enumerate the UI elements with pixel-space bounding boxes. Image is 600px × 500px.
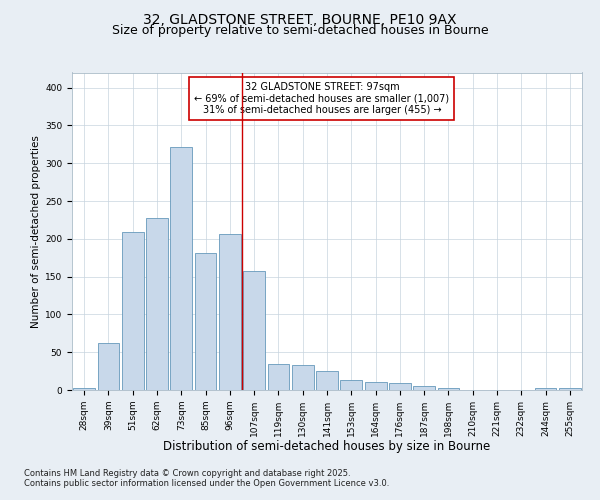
X-axis label: Distribution of semi-detached houses by size in Bourne: Distribution of semi-detached houses by … bbox=[163, 440, 491, 454]
Bar bbox=[243, 272, 265, 390]
Y-axis label: Number of semi-detached properties: Number of semi-detached properties bbox=[31, 135, 41, 328]
Bar bbox=[559, 388, 581, 390]
Bar bbox=[389, 383, 411, 390]
Text: Contains public sector information licensed under the Open Government Licence v3: Contains public sector information licen… bbox=[24, 478, 389, 488]
Bar bbox=[268, 364, 289, 390]
Bar bbox=[365, 382, 386, 390]
Bar bbox=[194, 253, 217, 390]
Bar bbox=[437, 388, 460, 390]
Bar bbox=[413, 386, 435, 390]
Bar bbox=[122, 232, 143, 390]
Bar bbox=[146, 218, 168, 390]
Bar bbox=[73, 388, 95, 390]
Text: 32 GLADSTONE STREET: 97sqm
← 69% of semi-detached houses are smaller (1,007)
31%: 32 GLADSTONE STREET: 97sqm ← 69% of semi… bbox=[194, 82, 449, 115]
Bar bbox=[535, 388, 556, 390]
Bar bbox=[316, 371, 338, 390]
Text: Size of property relative to semi-detached houses in Bourne: Size of property relative to semi-detach… bbox=[112, 24, 488, 37]
Bar bbox=[292, 365, 314, 390]
Bar bbox=[219, 234, 241, 390]
Text: 32, GLADSTONE STREET, BOURNE, PE10 9AX: 32, GLADSTONE STREET, BOURNE, PE10 9AX bbox=[143, 12, 457, 26]
Bar bbox=[170, 146, 192, 390]
Text: Contains HM Land Registry data © Crown copyright and database right 2025.: Contains HM Land Registry data © Crown c… bbox=[24, 468, 350, 477]
Bar bbox=[340, 380, 362, 390]
Bar bbox=[97, 343, 119, 390]
